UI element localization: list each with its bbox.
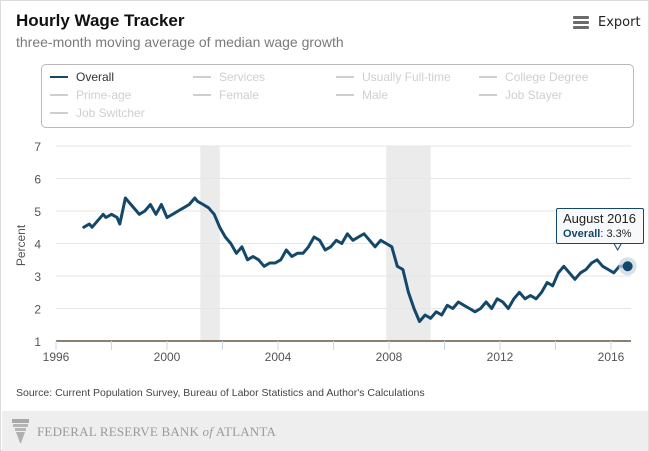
legend-swatch <box>50 112 68 114</box>
legend-item-usually-full-time[interactable]: Usually Full-time <box>336 70 451 84</box>
x-tick-label: 2004 <box>265 350 292 361</box>
chart-subtitle: three-month moving average of median wag… <box>16 34 344 50</box>
bank-name: FEDERAL RESERVE BANK of ATLANTA <box>37 424 276 440</box>
legend-label: Female <box>219 88 260 102</box>
legend-item-overall[interactable]: Overall <box>50 70 114 84</box>
legend-swatch <box>50 76 68 78</box>
legend-item-job-switcher[interactable]: Job Switcher <box>50 106 145 120</box>
legend-label: Usually Full-time <box>362 70 451 84</box>
x-tick-label: 2016 <box>598 350 625 361</box>
legend-swatch <box>50 94 68 96</box>
tooltip-pointer <box>612 242 623 252</box>
export-label: Export <box>598 15 641 30</box>
legend-item-job-stayer[interactable]: Job Stayer <box>479 88 562 102</box>
legend-item-female[interactable]: Female <box>193 88 259 102</box>
tooltip-value-line: Overall: 3.3% <box>563 228 632 240</box>
tooltip-date: August 2016 <box>563 211 637 226</box>
legend: Overall Services Usually Full-time Colle… <box>41 64 634 128</box>
legend-swatch <box>479 76 497 78</box>
federal-reserve-eagle-logo-icon <box>12 419 29 443</box>
y-tick-label: 5 <box>34 205 41 219</box>
legend-label: Overall <box>76 70 115 84</box>
bank-name-of: of <box>202 424 214 439</box>
legend-label: Job Stayer <box>505 88 563 102</box>
y-axis-label: Percent <box>14 224 28 266</box>
x-tick-label: 2008 <box>376 350 403 361</box>
legend-label: College Degree <box>505 70 589 84</box>
highlight-point <box>622 261 633 272</box>
bank-name-part: FEDERAL RESERVE BANK <box>37 424 203 439</box>
y-tick-label: 2 <box>34 303 41 317</box>
bank-name-part: ATLANTA <box>213 424 277 439</box>
y-tick-label: 6 <box>34 173 41 187</box>
legend-label: Prime-age <box>76 88 132 102</box>
x-tick-label: 2000 <box>154 350 181 361</box>
footer: FEDERAL RESERVE BANK of ATLANTA <box>2 411 648 451</box>
y-tick-label: 3 <box>34 270 41 284</box>
legend-item-college-degree[interactable]: College Degree <box>479 70 588 84</box>
y-tick-label: 1 <box>34 335 41 349</box>
chart-title: Hourly Wage Tracker <box>16 11 185 30</box>
source-note: Source: Current Population Survey, Burea… <box>16 387 425 399</box>
legend-item-prime-age[interactable]: Prime-age <box>50 88 131 102</box>
legend-swatch <box>336 76 354 78</box>
export-button[interactable]: Export <box>573 15 641 30</box>
x-tick-label: 1996 <box>43 350 70 361</box>
tooltip: August 2016 Overall: 3.3% <box>556 208 644 244</box>
line-chart: 1 2 3 4 5 6 7 Percent 1996 2000 2004 2008 2012 2016 <box>14 140 637 361</box>
legend-label: Services <box>219 70 266 84</box>
tooltip-value: 3.3% <box>606 228 632 240</box>
x-tick-label: 2012 <box>487 350 514 361</box>
legend-swatch <box>336 94 354 96</box>
legend-swatch <box>193 94 211 96</box>
legend-item-services[interactable]: Services <box>193 70 265 84</box>
tooltip-series: Overall <box>563 228 601 240</box>
series-line-overall <box>82 196 630 323</box>
legend-swatch <box>193 76 211 78</box>
legend-item-male[interactable]: Male <box>336 88 388 102</box>
y-tick-label: 7 <box>34 140 41 154</box>
legend-label: Male <box>362 88 389 102</box>
legend-label: Job Switcher <box>76 106 145 120</box>
y-tick-label: 4 <box>34 238 41 252</box>
legend-swatch <box>479 94 497 96</box>
hamburger-menu-icon <box>573 16 589 29</box>
